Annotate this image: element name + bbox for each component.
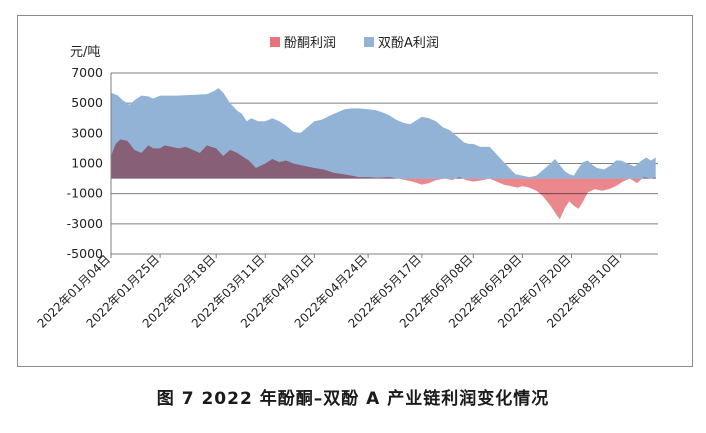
legend-swatch: [364, 37, 374, 47]
legend-label: 双酚A利润: [378, 36, 439, 51]
legend-swatch: [270, 37, 280, 47]
y-tick-label: -1000: [67, 186, 103, 201]
legend-label: 酚酮利润: [284, 36, 336, 51]
y-tick-label: 7000: [71, 65, 103, 80]
figure-caption: 图 7 2022 年酚酮–双酚 A 产业链利润变化情况: [156, 389, 550, 409]
chart-frame: 7000 5000 3000 1000 -1000 -3000 -5000 2022年01月0…: [17, 15, 693, 367]
legend: 酚酮利润 双酚A利润: [270, 36, 439, 51]
y-tick-label: 5000: [71, 95, 103, 110]
area-layer: [111, 88, 656, 220]
series-area-bisphenol-a: [111, 88, 656, 179]
y-tick-label: 3000: [71, 125, 103, 140]
chart-svg: 7000500030001000-1000-3000-50002022年01月0…: [35, 36, 658, 331]
y-tick-label: -5000: [67, 246, 103, 261]
y-tick-label: -3000: [67, 216, 103, 231]
y-axis-unit-label: 元/吨: [70, 45, 100, 60]
series-area-phenol-ketone: [111, 139, 656, 220]
y-tick-label: 1000: [71, 156, 103, 171]
